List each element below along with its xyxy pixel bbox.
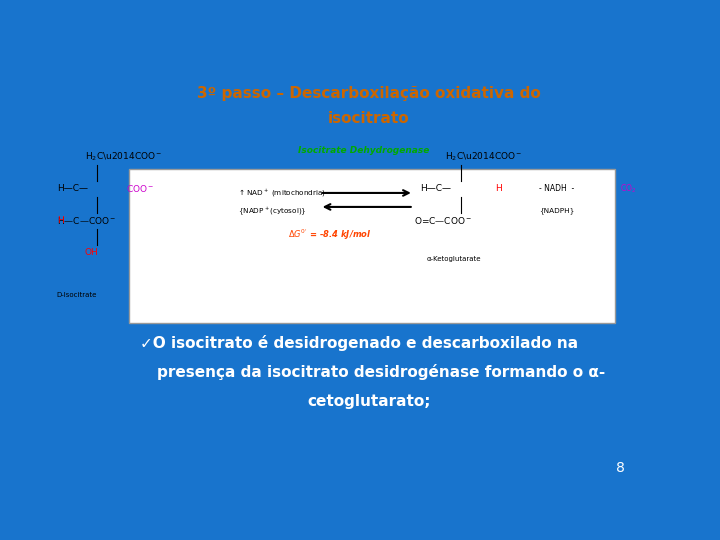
Text: {NADP$^+$(cytosol)}: {NADP$^+$(cytosol)} [238, 205, 307, 217]
Text: CO$_2$: CO$_2$ [621, 183, 636, 195]
FancyBboxPatch shape [129, 168, 615, 322]
Text: ↑ NAD$^+$ (mitochondria): ↑ NAD$^+$ (mitochondria) [238, 187, 326, 199]
Text: OH: OH [85, 248, 99, 258]
Text: H—C—: H—C— [420, 185, 451, 193]
Text: cetoglutarato;: cetoglutarato; [307, 394, 431, 409]
Text: $\Delta G^{0'}$ = -8.4 kJ/mol: $\Delta G^{0'}$ = -8.4 kJ/mol [289, 228, 372, 242]
Text: isocitrato: isocitrato [328, 111, 410, 126]
Text: α-Ketoglutarate: α-Ketoglutarate [426, 256, 481, 262]
Text: H—C—COO$^-$: H—C—COO$^-$ [57, 215, 116, 226]
Text: H—C—: H—C— [57, 185, 88, 193]
Text: 8: 8 [616, 461, 624, 475]
Text: O=C—COO$^-$: O=C—COO$^-$ [414, 215, 472, 226]
Text: presença da isocitrato desidrogénase formando o α-: presença da isocitrato desidrogénase for… [157, 364, 606, 381]
Text: - NADH  -: - NADH - [539, 185, 575, 193]
Text: H: H [57, 217, 63, 225]
Text: COO$^-$: COO$^-$ [125, 184, 154, 194]
Text: H: H [495, 185, 502, 193]
Text: Isocitrate Dehydrogenase: Isocitrate Dehydrogenase [298, 146, 429, 156]
Text: ✓O isocitrato é desidrogenado e descarboxilado na: ✓O isocitrato é desidrogenado e descarbo… [140, 335, 578, 352]
Text: 3º passo – Descarboxilação oxidativa do: 3º passo – Descarboxilação oxidativa do [197, 86, 541, 102]
Text: D-Isocitrate: D-Isocitrate [57, 292, 97, 298]
Text: {NADPH}: {NADPH} [539, 207, 575, 214]
Text: H$_2$C\u2014COO$^-$: H$_2$C\u2014COO$^-$ [445, 151, 523, 163]
Text: H$_2$C\u2014COO$^-$: H$_2$C\u2014COO$^-$ [85, 151, 162, 163]
